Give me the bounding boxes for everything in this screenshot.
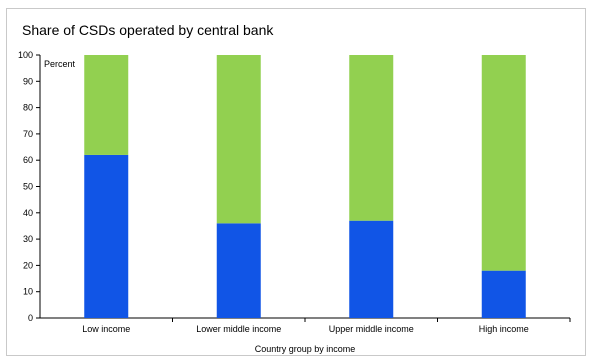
y-axis-label: Percent xyxy=(44,59,76,69)
y-tick-label: 90 xyxy=(23,76,33,86)
y-tick-label: 10 xyxy=(23,287,33,297)
x-axis-label: Country group by income xyxy=(255,344,356,354)
bar-segment-bottom xyxy=(84,154,129,318)
bar-segment-bottom xyxy=(216,223,261,318)
x-tick-label: High income xyxy=(479,324,529,334)
bar-segment-bottom xyxy=(349,220,394,318)
y-ticks: 0 10 20 30 40 50 60 70 80 90 100 xyxy=(18,50,40,323)
bar-segment-top xyxy=(481,55,526,271)
chart-title: Share of CSDs operated by central bank xyxy=(22,22,274,38)
bar-segment-top xyxy=(84,55,129,155)
y-tick-label: 70 xyxy=(23,129,33,139)
y-tick-label: 40 xyxy=(23,208,33,218)
x-tick-label: Low income xyxy=(82,324,130,334)
y-tick-label: 30 xyxy=(23,234,33,244)
x-tick-label: Lower middle income xyxy=(196,324,281,334)
y-tick-label: 20 xyxy=(23,260,33,270)
x-tick-label: Upper middle income xyxy=(329,324,414,334)
bar-segment-bottom xyxy=(481,270,526,318)
bars xyxy=(84,55,526,318)
y-tick-label: 80 xyxy=(23,103,33,113)
y-tick-label: 50 xyxy=(23,182,33,192)
bar-segment-top xyxy=(349,55,394,221)
y-tick-label: 60 xyxy=(23,155,33,165)
y-tick-label: 100 xyxy=(18,50,33,60)
y-tick-label: 0 xyxy=(28,313,33,323)
bar-segment-top xyxy=(216,55,261,224)
x-ticks: Low income Lower middle income Upper middl… xyxy=(82,318,571,334)
